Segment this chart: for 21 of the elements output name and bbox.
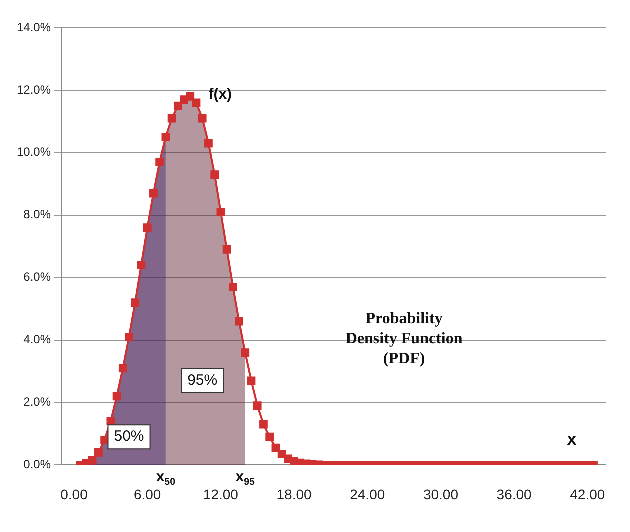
x-tick-label: 36.00 xyxy=(496,486,532,502)
x-tick-label: 18.00 xyxy=(276,486,312,502)
y-tick-label: 14.0% xyxy=(16,20,52,34)
y-tick-label: 2.0% xyxy=(24,395,52,410)
annotation: 95% xyxy=(188,372,218,390)
y-tick-label: 8.0% xyxy=(24,208,52,222)
annotation: f(x) xyxy=(208,86,232,103)
x-tick-label: 30.00 xyxy=(423,486,459,502)
x-axis-title: x xyxy=(567,430,578,449)
y-tick-label: 10.0% xyxy=(16,145,52,160)
x-tick-label: 6.00 xyxy=(134,486,162,502)
x-tick-label: 0.00 xyxy=(60,486,88,502)
y-tick-label: 4.0% xyxy=(24,332,52,347)
y-tick-label: 0.0% xyxy=(24,458,52,472)
annotation: 50% xyxy=(114,428,144,446)
y-tick-label: 6.0% xyxy=(24,270,52,284)
x-tick-label: 42.00 xyxy=(570,486,606,502)
x-tick-label: 24.00 xyxy=(350,486,386,502)
x-tick-label: 12.00 xyxy=(203,486,239,502)
y-tick-label: 12.0% xyxy=(16,82,52,97)
annotation: Probability Density Function (PDF) xyxy=(346,310,463,368)
